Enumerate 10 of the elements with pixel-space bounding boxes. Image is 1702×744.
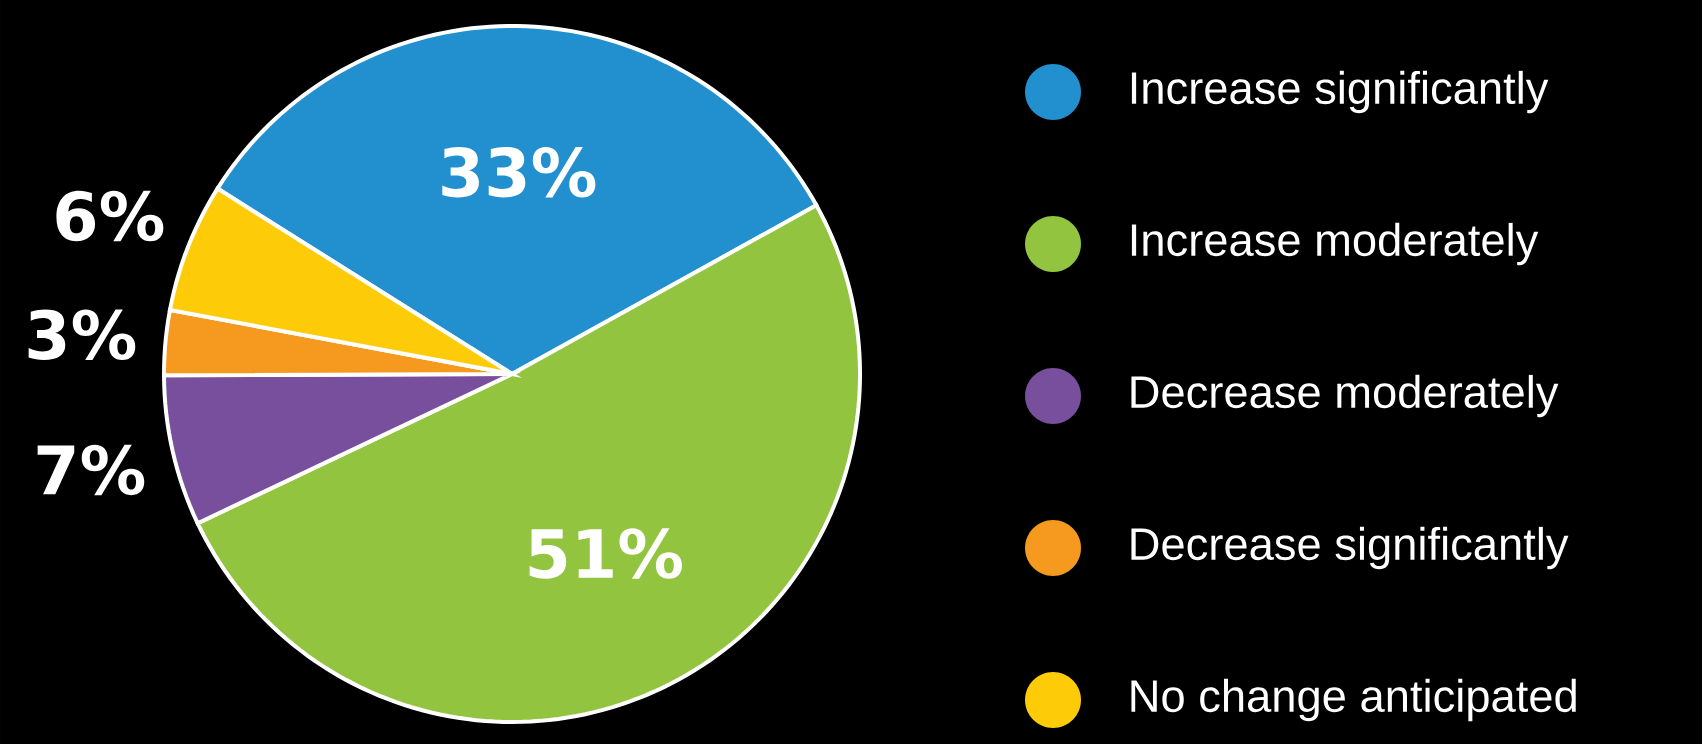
- legend-label: Increase moderately: [1131, 222, 1539, 266]
- data-label: 51%: [529, 528, 682, 579]
- data-label: 7%: [37, 444, 145, 496]
- legend-label: Decrease significantly: [1131, 526, 1569, 570]
- data-label: 6%: [56, 190, 164, 242]
- data-label: 33%: [442, 147, 596, 198]
- legend-label: No change anticipated: [1131, 678, 1576, 722]
- data-label: 3%: [28, 309, 136, 360]
- legend-label: Decrease moderately: [1131, 374, 1559, 418]
- legend-label: Increase significantly: [1131, 70, 1549, 114]
